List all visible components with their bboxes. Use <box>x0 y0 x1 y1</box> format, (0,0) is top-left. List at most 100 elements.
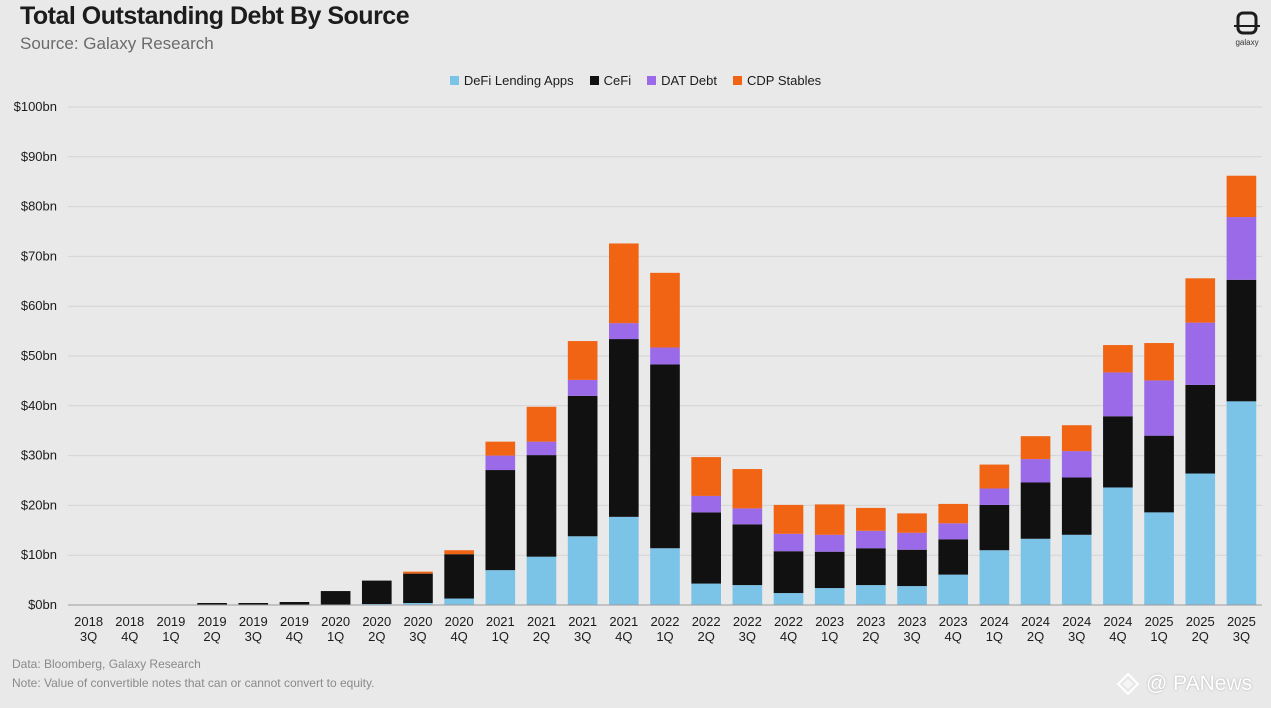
x-tick-label-quarter: 1Q <box>986 629 1003 644</box>
x-tick-label-quarter: 4Q <box>286 629 303 644</box>
x-tick-label-quarter: 1Q <box>492 629 509 644</box>
bar-segment-cdp <box>1185 278 1216 323</box>
footnote-note: Note: Value of convertible notes that ca… <box>12 676 375 690</box>
bar-segment-cefi <box>979 504 1010 551</box>
bar-segment-defi <box>979 550 1010 605</box>
x-tick-label-quarter: 1Q <box>162 629 179 644</box>
bar-segment-dat <box>485 455 516 471</box>
bar-segment-cefi <box>773 551 804 594</box>
bar-segment-cefi <box>197 603 227 605</box>
x-tick-label-quarter: 4Q <box>121 629 138 644</box>
x-tick-label-year: 2025 <box>1186 614 1215 629</box>
galaxy-logo-mark <box>1234 11 1260 35</box>
bar-segment-defi <box>1061 534 1092 605</box>
legend-swatch-cdp <box>733 76 742 85</box>
x-tick-label-year: 2022 <box>692 614 721 629</box>
y-tick-label: $30bn <box>21 448 57 463</box>
bar-segment-defi <box>1103 487 1133 605</box>
bar-segment-dat <box>938 523 969 540</box>
chart-subtitle: Source: Galaxy Research <box>20 34 214 53</box>
x-tick-label-year: 2021 <box>527 614 556 629</box>
x-tick-label-year: 2019 <box>198 614 227 629</box>
legend-swatch-defi <box>449 76 459 85</box>
x-tick-label-quarter: 2Q <box>862 629 879 644</box>
x-tick-label-year: 2022 <box>774 614 803 629</box>
x-tick-label-quarter: 4Q <box>615 629 632 644</box>
y-tick-label: $10bn <box>21 547 57 562</box>
bar-segment-dat <box>650 347 680 365</box>
bar-segment-cefi <box>1185 384 1216 474</box>
bar-segment-defi <box>897 586 927 605</box>
bar-segment-cdp <box>1103 345 1133 373</box>
x-tick-label-quarter: 2Q <box>698 629 715 644</box>
bar-segment-cefi <box>1226 279 1257 402</box>
bar-segment-cefi <box>856 548 886 586</box>
bar-segment-defi <box>1185 473 1216 605</box>
x-tick-label-quarter: 1Q <box>1150 629 1167 644</box>
legend-item-dat: DAT Debt <box>647 73 717 88</box>
bar-segment-cefi <box>1144 435 1174 513</box>
x-tick-label-year: 2020 <box>445 614 474 629</box>
x-tick-label-quarter: 2Q <box>533 629 550 644</box>
legend-swatch-dat <box>647 76 657 85</box>
bar-segment-cefi <box>609 339 639 517</box>
x-tick-label-quarter: 4Q <box>450 629 467 644</box>
bar-segment-cdp <box>856 507 886 531</box>
x-tick-label-year: 2021 <box>609 614 638 629</box>
bar-segment-cefi <box>485 470 516 571</box>
bar-segment-cdp <box>1061 425 1092 452</box>
x-tick-label-year: 2018 <box>115 614 144 629</box>
bar-segment-cdp <box>526 406 557 442</box>
bar-segment-dat <box>1020 459 1051 483</box>
x-tick-label-quarter: 3Q <box>739 629 756 644</box>
bar-segment-defi <box>856 585 886 605</box>
x-tick-label-year: 2019 <box>156 614 185 629</box>
x-tick-label-year: 2023 <box>856 614 885 629</box>
bar-segment-cefi <box>1061 477 1092 535</box>
x-tick-label-year: 2019 <box>280 614 309 629</box>
x-tick-label-quarter: 2Q <box>1192 629 1209 644</box>
bar-segment-cefi <box>238 603 269 605</box>
bar-segment-cdp <box>1020 436 1051 460</box>
bar-segment-defi <box>732 585 763 605</box>
legend-label-dat: DAT Debt <box>661 73 717 88</box>
bar-segment-cefi <box>1103 416 1133 488</box>
legend-item-cefi: CeFi <box>589 73 631 88</box>
bar-segment-cefi <box>567 395 598 537</box>
x-tick-label-year: 2019 <box>239 614 268 629</box>
bar-segment-defi <box>938 574 969 605</box>
x-tick-label-quarter: 1Q <box>656 629 673 644</box>
y-tick-label: $60bn <box>21 298 57 313</box>
bar-segment-defi <box>485 570 516 605</box>
x-tick-label-year: 2025 <box>1145 614 1174 629</box>
bar-segment-defi <box>1226 401 1257 605</box>
bar-segment-cefi <box>320 591 351 605</box>
bar-segment-cdp <box>897 513 927 533</box>
bar-segment-defi <box>691 583 721 605</box>
logo-text: galaxy <box>1235 38 1259 47</box>
y-tick-label: $40bn <box>21 398 57 413</box>
x-tick-label-quarter: 1Q <box>327 629 344 644</box>
x-tick-label-quarter: 3Q <box>1068 629 1085 644</box>
bar-segment-cdp <box>773 504 804 534</box>
x-tick-label-quarter: 2Q <box>203 629 220 644</box>
bar-segment-cdp <box>979 464 1010 489</box>
chart-title: Total Outstanding Debt By Source <box>20 2 410 30</box>
bar-segment-dat <box>609 323 639 340</box>
x-tick-label-year: 2022 <box>733 614 762 629</box>
x-tick-label-year: 2023 <box>898 614 927 629</box>
legend-item-defi: DeFi Lending Apps <box>449 73 574 88</box>
bar-segment-dat <box>1185 322 1216 385</box>
bar-segment-defi <box>650 548 680 605</box>
bar-segment-defi <box>773 593 804 605</box>
x-tick-label-quarter: 3Q <box>80 629 97 644</box>
bar-segment-dat <box>814 534 845 552</box>
bar-segment-cdp <box>444 550 474 555</box>
legend-label-cdp: CDP Stables <box>747 73 822 88</box>
legend-swatch-cefi <box>589 76 599 85</box>
bar-segment-cdp <box>403 571 433 574</box>
bar-segment-dat <box>691 495 721 513</box>
x-tick-label-quarter: 1Q <box>821 629 838 644</box>
bar-segment-cefi <box>897 549 927 587</box>
